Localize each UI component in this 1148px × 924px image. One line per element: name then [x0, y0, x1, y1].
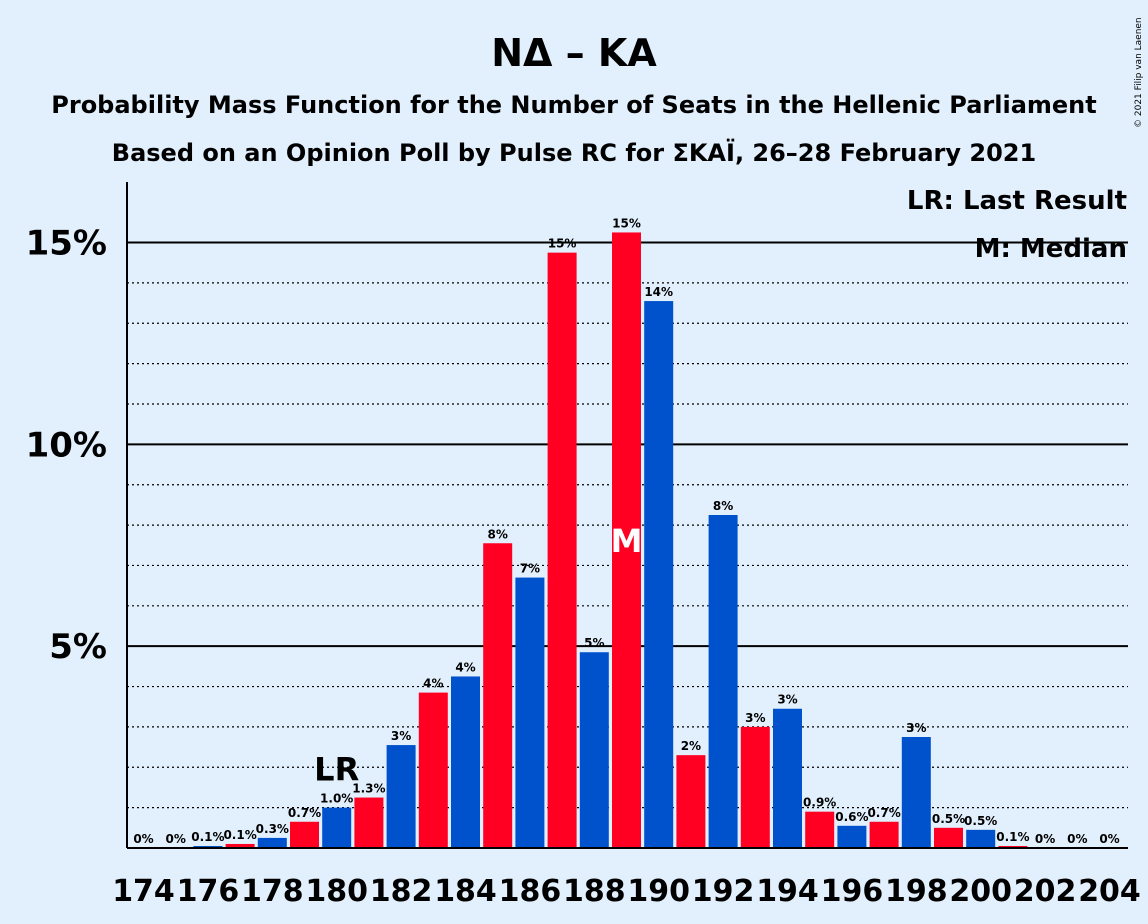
data-label-seat-181: 1.3% — [352, 782, 385, 796]
chart-subtitle-1: Probability Mass Function for the Number… — [51, 91, 1096, 119]
y-tick-label: 10% — [26, 425, 107, 465]
bar-seat-195 — [805, 811, 835, 848]
last-result-marker: LR — [314, 751, 359, 789]
data-label-seat-195: 0.9% — [803, 796, 836, 810]
data-label-seat-179: 0.7% — [288, 806, 321, 820]
bar-seat-193 — [740, 726, 770, 848]
data-label-seat-175: 0% — [166, 832, 186, 846]
x-tick-label: 200 — [949, 874, 1012, 909]
data-label-seat-176: 0.1% — [191, 830, 224, 844]
bar-seat-201 — [998, 845, 1028, 848]
bar-seat-199 — [934, 827, 963, 848]
x-tick-label: 204 — [1078, 874, 1141, 909]
bar-seat-177 — [225, 843, 255, 848]
bar-seat-183 — [418, 692, 448, 848]
y-axis-ticks: 5% 10% 15% — [26, 224, 107, 668]
bar-seat-187 — [547, 252, 577, 849]
x-tick-label: 186 — [499, 874, 562, 909]
data-label-seat-187: 15% — [548, 237, 577, 251]
bar-seat-188 — [579, 652, 609, 848]
x-tick-label: 174 — [112, 874, 175, 909]
data-label-seat-188: 5% — [584, 636, 604, 650]
data-label-seat-199: 0.5% — [932, 812, 965, 826]
x-tick-label: 202 — [1014, 874, 1077, 909]
y-tick-label: 15% — [26, 224, 107, 264]
data-label-seat-197: 0.7% — [867, 806, 900, 820]
data-label-seat-185: 8% — [488, 527, 508, 541]
bar-seat-200 — [966, 829, 996, 848]
x-tick-label: 184 — [434, 874, 497, 909]
bars — [193, 232, 1028, 849]
data-label-seat-198: 3% — [906, 721, 926, 735]
x-tick-label: 192 — [692, 874, 755, 909]
data-label-seat-196: 0.6% — [835, 810, 868, 824]
x-tick-label: 178 — [241, 874, 304, 909]
bar-seat-182 — [386, 745, 416, 848]
data-label-seat-183: 4% — [423, 677, 443, 691]
x-axis-ticks: 174 176 178 180 182 184 186 188 190 192 194 196 198 2… — [112, 874, 1141, 909]
bar-seat-190 — [644, 301, 674, 848]
data-label-seat-203: 0% — [1067, 832, 1087, 846]
data-label-seat-200: 0.5% — [964, 814, 997, 828]
x-tick-label: 188 — [563, 874, 626, 909]
data-label-seat-177: 0.1% — [223, 828, 256, 842]
data-label-seat-174: 0% — [133, 832, 153, 846]
data-label-seat-189: 15% — [612, 216, 641, 230]
bar-seat-189 — [612, 232, 641, 849]
bar-seat-178 — [257, 837, 287, 848]
x-tick-label: 176 — [177, 874, 240, 909]
median-marker: M — [611, 522, 643, 560]
bar-seat-184 — [451, 676, 480, 848]
bar-seat-185 — [483, 543, 513, 848]
x-tick-label: 194 — [756, 874, 819, 909]
data-label-seat-190: 14% — [644, 285, 673, 299]
data-label-seat-178: 0.3% — [256, 822, 289, 836]
bar-seat-191 — [676, 755, 706, 848]
x-tick-label: 190 — [627, 874, 690, 909]
data-label-seat-202: 0% — [1035, 832, 1055, 846]
bar-seat-176 — [193, 845, 223, 848]
x-tick-label: 196 — [821, 874, 884, 909]
data-label-seat-193: 3% — [745, 711, 765, 725]
bar-seat-196 — [837, 825, 867, 848]
bar-seat-197 — [869, 821, 899, 848]
bar-seat-192 — [708, 515, 738, 848]
x-tick-label: 180 — [305, 874, 368, 909]
x-tick-label: 198 — [885, 874, 948, 909]
y-tick-label: 5% — [49, 627, 107, 667]
bar-seat-198 — [901, 737, 931, 848]
data-label-seat-201: 0.1% — [996, 830, 1029, 844]
legend-median: M: Median — [975, 234, 1127, 264]
data-label-seat-180: 1.0% — [320, 792, 353, 806]
bar-seat-181 — [354, 797, 384, 848]
data-labels: 0% 0% 0.1%0.1%0.3%0.7%1.0%1.3%3%4%4%8%7%15… — [133, 216, 1119, 846]
data-label-seat-191: 2% — [681, 739, 701, 753]
data-label-seat-192: 8% — [713, 499, 733, 513]
data-label-seat-182: 3% — [391, 729, 411, 743]
chart-subtitle-2: Based on an Opinion Poll by Pulse RC for… — [112, 138, 1036, 167]
bar-seat-179 — [290, 821, 319, 848]
data-label-seat-186: 7% — [520, 562, 540, 576]
x-tick-label: 182 — [370, 874, 433, 909]
markers: LR M — [314, 522, 642, 788]
legend-last-result: LR: Last Result — [907, 186, 1127, 216]
data-label-seat-204: 0% — [1099, 832, 1119, 846]
data-label-seat-194: 3% — [777, 693, 797, 707]
bar-seat-186 — [515, 577, 545, 848]
data-label-seat-184: 4% — [455, 660, 475, 674]
copyright-notice: © 2021 Filip van Laenen — [1134, 17, 1144, 128]
chart-title: ΝΔ – ΚΑ — [491, 31, 657, 75]
bar-seat-194 — [773, 708, 802, 848]
bar-seat-180 — [322, 807, 352, 848]
